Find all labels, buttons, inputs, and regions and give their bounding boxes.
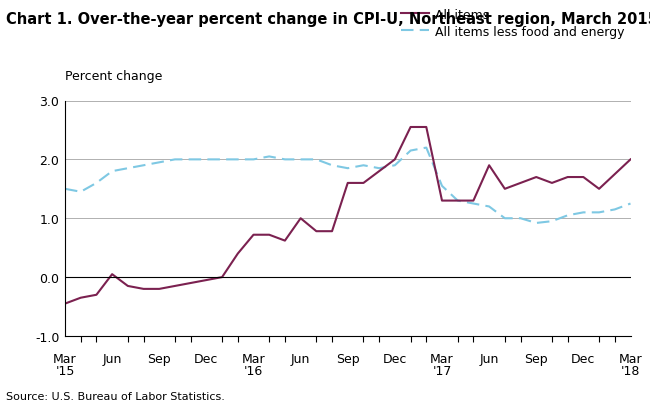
Text: Sep: Sep	[336, 352, 359, 365]
Text: Mar: Mar	[430, 352, 454, 365]
Legend: All items, All items less food and energy: All items, All items less food and energ…	[401, 9, 624, 38]
Text: '15: '15	[55, 364, 75, 377]
Text: Mar: Mar	[242, 352, 265, 365]
Text: '18: '18	[621, 364, 640, 377]
Text: Chart 1. Over-the-year percent change in CPI-U, Northeast region, March 2015–Mar: Chart 1. Over-the-year percent change in…	[6, 12, 650, 27]
Text: Jun: Jun	[103, 352, 122, 365]
Text: Mar: Mar	[53, 352, 77, 365]
Text: Dec: Dec	[383, 352, 407, 365]
Text: Jun: Jun	[480, 352, 499, 365]
Text: Dec: Dec	[571, 352, 595, 365]
Text: Jun: Jun	[291, 352, 310, 365]
Text: Percent change: Percent change	[65, 70, 162, 83]
Text: '17: '17	[432, 364, 452, 377]
Text: Mar: Mar	[619, 352, 642, 365]
Text: '16: '16	[244, 364, 263, 377]
Text: Sep: Sep	[148, 352, 171, 365]
Text: Source: U.S. Bureau of Labor Statistics.: Source: U.S. Bureau of Labor Statistics.	[6, 391, 226, 401]
Text: Dec: Dec	[194, 352, 218, 365]
Text: Sep: Sep	[525, 352, 548, 365]
